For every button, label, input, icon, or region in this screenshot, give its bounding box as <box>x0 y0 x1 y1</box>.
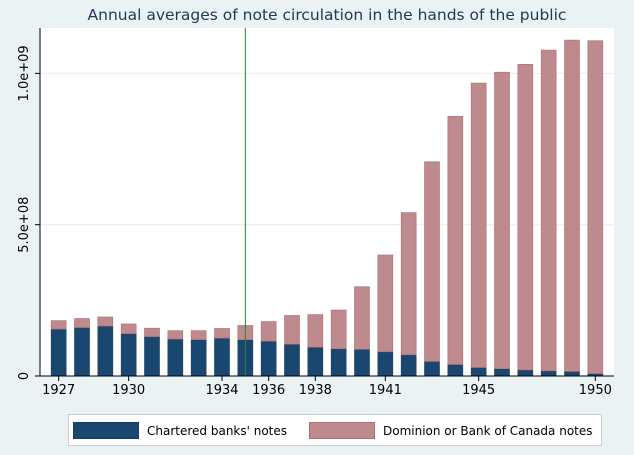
bar-dominion-1942 <box>400 212 417 356</box>
bar-dominion-1931 <box>144 327 160 337</box>
legend-swatch-dominion <box>309 422 375 439</box>
bar-chartered-1949 <box>564 371 580 377</box>
bar-chartered-1932 <box>167 338 184 377</box>
bar-dominion-1940 <box>354 286 370 350</box>
legend: Chartered banks' notes Dominion or Bank … <box>68 414 602 446</box>
bar-chartered-1936 <box>260 340 277 377</box>
x-tick-label: 1941 <box>369 383 402 398</box>
legend-item-chartered: Chartered banks' notes <box>73 422 287 439</box>
x-axis-ticks: 1927 1930 1934 1936 1938 1941 1945 1950 <box>42 376 612 398</box>
bar-dominion-1947 <box>517 64 534 371</box>
bar-dominion-1946 <box>494 71 510 370</box>
y-tick-label: 5.0e+08 <box>17 197 32 253</box>
bar-chartered-1939 <box>330 348 347 377</box>
x-tick-label: 1936 <box>252 383 285 398</box>
bar-chartered-1933 <box>190 339 207 377</box>
bar-chartered-1940 <box>354 349 370 377</box>
legend-swatch-chartered <box>73 422 139 439</box>
bar-chartered-1948 <box>540 370 557 377</box>
bar-dominion-1949 <box>564 39 580 372</box>
y-axis-ticks: 0 5.0e+08 1.0e+09 <box>17 45 40 380</box>
bar-dominion-1934 <box>214 328 230 339</box>
bar-dominion-1930 <box>120 323 137 334</box>
bar-chartered-1930 <box>120 333 137 377</box>
bar-dominion-1936 <box>260 321 277 342</box>
bar-dominion-1945 <box>470 82 487 368</box>
bar-dominion-1927 <box>50 320 67 330</box>
bars <box>50 39 604 377</box>
legend-item-dominion: Dominion or Bank of Canada notes <box>309 422 593 439</box>
y-tick-label: 0 <box>17 372 32 380</box>
chart-title: Annual averages of note circulation in t… <box>88 6 567 24</box>
legend-label-chartered: Chartered banks' notes <box>147 423 288 438</box>
x-tick-label: 1930 <box>112 383 145 398</box>
bar-chartered-1945 <box>470 367 487 377</box>
x-tick-label: 1938 <box>299 383 332 398</box>
bar-chartered-1938 <box>307 346 324 377</box>
bar-dominion-1939 <box>330 309 347 350</box>
bar-chartered-1943 <box>424 361 440 377</box>
bar-dominion-1932 <box>167 330 184 340</box>
bar-chartered-1947 <box>517 369 534 377</box>
bar-chartered-1929 <box>97 325 114 377</box>
bar-dominion-1933 <box>190 330 207 340</box>
bar-chartered-1928 <box>74 327 90 377</box>
bar-chartered-1934 <box>214 337 230 377</box>
x-tick-label: 1945 <box>462 383 495 398</box>
x-tick-label: 1934 <box>205 383 238 398</box>
bar-chartered-1944 <box>447 364 464 377</box>
bar-dominion-1943 <box>424 161 440 362</box>
legend-label-dominion: Dominion or Bank of Canada notes <box>383 423 593 438</box>
x-tick-label: 1950 <box>579 383 612 398</box>
bar-dominion-1938 <box>307 314 324 348</box>
bar-dominion-1929 <box>97 316 114 327</box>
bar-dominion-1948 <box>540 49 557 372</box>
bar-dominion-1937 <box>284 315 300 345</box>
x-tick-label: 1927 <box>42 383 75 398</box>
bar-dominion-1928 <box>74 318 90 328</box>
bar-chartered-1931 <box>144 336 160 377</box>
bar-dominion-1944 <box>447 116 464 365</box>
bar-chartered-1927 <box>50 328 67 377</box>
bar-chartered-1941 <box>377 351 394 377</box>
bar-dominion-1950 <box>587 40 604 374</box>
bar-chartered-1937 <box>284 343 300 377</box>
y-tick-label: 1.0e+09 <box>17 45 32 101</box>
bar-chartered-1946 <box>494 368 510 377</box>
bar-chartered-1942 <box>400 354 417 377</box>
bar-dominion-1941 <box>377 254 394 353</box>
